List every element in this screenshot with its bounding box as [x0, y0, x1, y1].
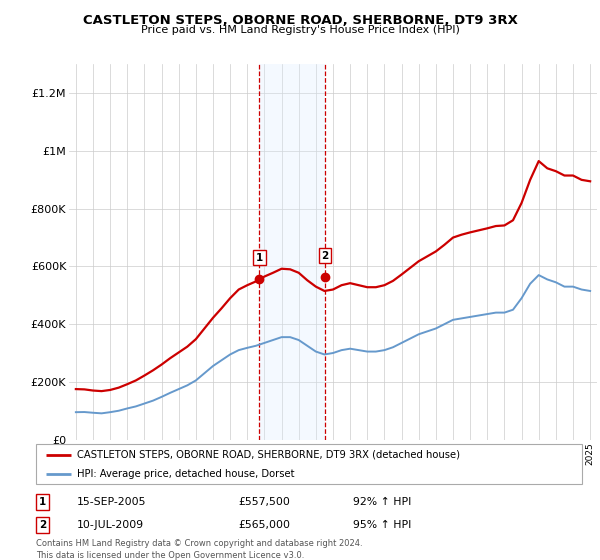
Text: £557,500: £557,500 — [238, 497, 290, 507]
Text: 2: 2 — [39, 520, 46, 530]
Text: 95% ↑ HPI: 95% ↑ HPI — [353, 520, 411, 530]
Text: £565,000: £565,000 — [238, 520, 290, 530]
Text: Contains HM Land Registry data © Crown copyright and database right 2024.
This d: Contains HM Land Registry data © Crown c… — [36, 539, 362, 559]
Text: 2: 2 — [321, 251, 328, 260]
Text: 10-JUL-2009: 10-JUL-2009 — [77, 520, 144, 530]
Text: Price paid vs. HM Land Registry's House Price Index (HPI): Price paid vs. HM Land Registry's House … — [140, 25, 460, 35]
Text: HPI: Average price, detached house, Dorset: HPI: Average price, detached house, Dors… — [77, 469, 295, 479]
Text: 15-SEP-2005: 15-SEP-2005 — [77, 497, 146, 507]
Text: 1: 1 — [39, 497, 46, 507]
Text: CASTLETON STEPS, OBORNE ROAD, SHERBORNE, DT9 3RX (detached house): CASTLETON STEPS, OBORNE ROAD, SHERBORNE,… — [77, 450, 460, 460]
Text: CASTLETON STEPS, OBORNE ROAD, SHERBORNE, DT9 3RX: CASTLETON STEPS, OBORNE ROAD, SHERBORNE,… — [83, 14, 517, 27]
Bar — [259, 64, 325, 440]
Text: 1: 1 — [256, 253, 263, 263]
Text: 92% ↑ HPI: 92% ↑ HPI — [353, 497, 411, 507]
